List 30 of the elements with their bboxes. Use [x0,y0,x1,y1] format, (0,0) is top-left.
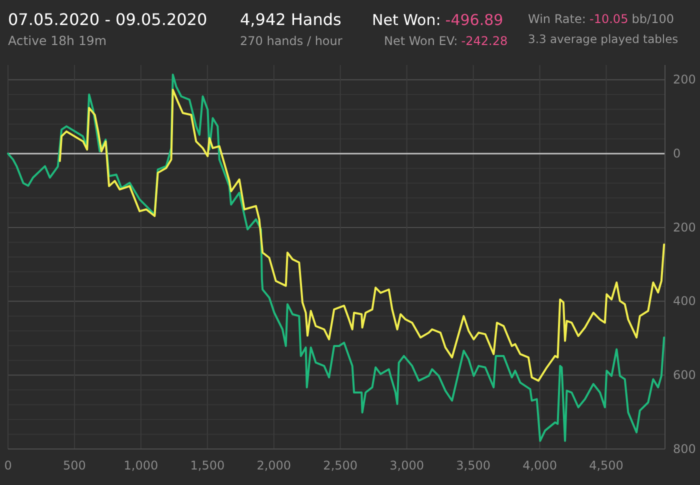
y-tick-label: 400 [673,294,696,308]
text: bb/100 [632,12,674,26]
line-series [58,88,666,382]
y-tick-label: 0 [673,146,681,160]
y-tick-label: 200 [673,72,696,87]
chart-title: 07.05.2020 - 09.05.2020 [8,10,208,29]
x-tick-label: 1,000 [124,458,158,473]
x-tick-label: 1,500 [190,458,225,473]
line-series [7,74,666,442]
x-tick-label: 2,500 [323,458,358,473]
x-tick-label: 2,000 [256,458,292,473]
x-tick-label: 3,000 [390,458,424,473]
text: -10.05 [590,12,628,26]
x-tick-label: 4,000 [522,458,557,473]
text: 3.3 average played tables [528,32,678,46]
x-tick-label: 500 [63,458,86,473]
chart-subtitle: Active 18h 19m [8,33,107,48]
text: Win Rate: [528,12,586,26]
text: -496.89 [445,11,504,29]
text: -242.28 [461,34,508,48]
x-tick-label: 3,500 [456,458,490,473]
text: Net Won EV: [384,34,458,48]
text: Net Won: [372,11,441,29]
x-tick-label: 4,500 [589,458,624,473]
y-tick-label: 600 [673,368,696,382]
text: 270 hands / hour [240,34,342,48]
text: 4,942 Hands [240,10,342,29]
y-tick-label: 800 [673,442,696,456]
y-tick-label: 200 [673,220,696,234]
x-tick-label: 0 [4,458,12,473]
